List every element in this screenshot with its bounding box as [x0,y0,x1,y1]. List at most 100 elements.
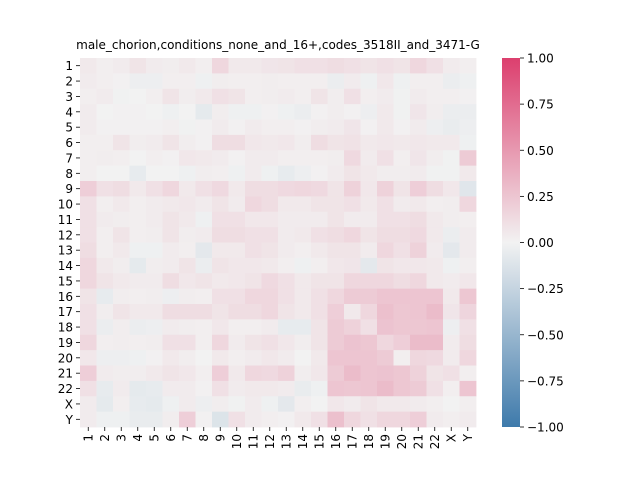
colorbar-tick-label: 1.00 [527,52,554,66]
heatmap-cell-4-3 [113,104,130,120]
heatmap-cell-22-Y [459,380,477,397]
heatmap-cell-12-9 [212,227,229,243]
heatmap-cell-21-14 [294,365,312,382]
heatmap-cell-22-1 [80,380,97,397]
x-tick-label: 5 [147,434,161,442]
heatmap-cell-20-20 [393,350,411,366]
y-tick-label: 11 [58,213,73,227]
heatmap-cell-20-Y [459,350,477,366]
heatmap-cell-20-21 [410,350,427,366]
heatmap-cell-3-1 [80,88,97,105]
heatmap-cell-9-13 [278,181,295,197]
heatmap-cell-10-21 [410,196,427,213]
heatmap-cell-13-12 [261,242,279,259]
heatmap-cell-22-19 [377,380,394,397]
heatmap-cell-9-20 [393,181,411,197]
heatmap-cell-15-18 [360,273,378,290]
heatmap-cell-2-14 [294,73,312,90]
heatmap-cell-1-5 [146,58,163,74]
heatmap-cell-2-5 [146,73,163,90]
x-tick-label: 19 [378,434,392,449]
heatmap-cell-9-16 [327,181,345,197]
heatmap-cell-18-9 [212,319,229,336]
heatmap-cell-11-13 [278,211,295,228]
heatmap-cell-22-17 [344,380,361,397]
heatmap-cell-12-14 [294,227,312,243]
heatmap-cell-11-12 [261,211,279,228]
heatmap-cell-4-6 [162,104,180,120]
heatmap-cell-16-3 [113,288,130,305]
heatmap-cell-5-4 [129,119,147,136]
heatmap-cell-15-1 [80,273,97,290]
heatmap-cell-15-7 [179,273,196,290]
heatmap-cell-11-2 [96,211,114,228]
heatmap-cell-14-1 [80,257,97,274]
heatmap-cell-16-6 [162,288,180,305]
heatmap-cell-15-9 [212,273,229,290]
heatmap-cell-22-2 [96,380,114,397]
heatmap-cell-6-9 [212,134,229,151]
heatmap-cell-20-16 [327,350,345,366]
heatmap-cell-6-16 [327,134,345,151]
heatmap-cell-1-12 [261,58,279,74]
heatmap-cell-7-18 [360,150,378,167]
heatmap-cell-15-4 [129,273,147,290]
heatmap-cell-X-21 [410,396,427,413]
y-tick-label: 7 [65,151,73,165]
heatmap-cell-17-2 [96,304,114,320]
heatmap-cell-17-22 [426,304,444,320]
heatmap-cell-4-16 [327,104,345,120]
heatmap-cell-17-16 [327,304,345,320]
heatmap-cell-21-18 [360,365,378,382]
heatmap-cell-8-1 [80,165,97,182]
heatmap-cell-2-4 [129,73,147,90]
heatmap-cell-12-Y [459,227,477,243]
heatmap-cell-18-12 [261,319,279,336]
colorbar-tick-label: 0.50 [527,144,554,158]
heatmap-cell-13-14 [294,242,312,259]
heatmap-cell-18-22 [426,319,444,336]
heatmap-cell-2-21 [410,73,427,90]
heatmap-cell-1-7 [179,58,196,74]
heatmap-cell-21-22 [426,365,444,382]
heatmap-cell-14-9 [212,257,229,274]
heatmap-cell-13-20 [393,242,411,259]
heatmap-cell-Y-3 [113,411,130,428]
heatmap-cell-16-22 [426,288,444,305]
heatmap-cell-10-14 [294,196,312,213]
heatmap-cell-9-18 [360,181,378,197]
heatmap-cell-21-3 [113,365,130,382]
heatmap-cell-17-19 [377,304,394,320]
heatmap-cell-1-15 [311,58,328,74]
heatmap-cell-1-4 [129,58,147,74]
heatmap-cell-7-X [443,150,460,167]
heatmap-cell-17-8 [195,304,213,320]
heatmap-cell-13-5 [146,242,163,259]
heatmap-cell-10-2 [96,196,114,213]
heatmap-cell-17-Y [459,304,477,320]
heatmap-cell-18-6 [162,319,180,336]
y-tick-label: 17 [58,305,73,319]
heatmap-cell-4-9 [212,104,229,120]
heatmap-cell-10-19 [377,196,394,213]
heatmap-cell-18-19 [377,319,394,336]
heatmap-cell-X-16 [327,396,345,413]
heatmap-cell-11-7 [179,211,196,228]
heatmap-cell-13-19 [377,242,394,259]
heatmap-cell-5-18 [360,119,378,136]
heatmap-cell-12-10 [228,227,246,243]
heatmap-cell-9-14 [294,181,312,197]
heatmap-cell-9-8 [195,181,213,197]
heatmap-cell-21-15 [311,365,328,382]
heatmap-cell-20-12 [261,350,279,366]
heatmap-cell-Y-17 [344,411,361,428]
heatmap-cell-19-14 [294,334,312,351]
heatmap-cell-16-18 [360,288,378,305]
heatmap-cell-10-13 [278,196,295,213]
x-tick-label: 15 [312,434,326,449]
heatmap-cell-21-5 [146,365,163,382]
heatmap-cell-7-5 [146,150,163,167]
heatmap-cell-11-11 [245,211,262,228]
heatmap-cell-5-6 [162,119,180,136]
